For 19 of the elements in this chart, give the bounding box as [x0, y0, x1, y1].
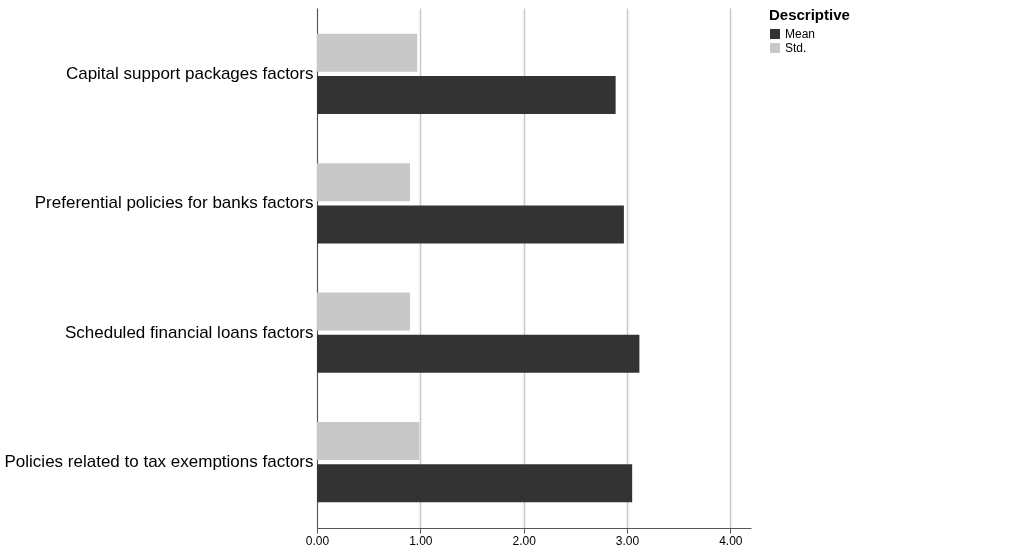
- x-tick-label: 2.00: [512, 533, 537, 548]
- x-tick-label: 3.00: [615, 533, 640, 548]
- bar: [317, 33, 418, 72]
- bar: [317, 334, 640, 373]
- x-tick-label: 0.00: [305, 533, 330, 548]
- legend-label: Mean: [785, 27, 816, 41]
- bar: [317, 163, 410, 202]
- y-tick-label: Preferential policies for banks factors: [34, 193, 314, 213]
- y-tick-label: Policies related to tax exemptions factors: [4, 452, 314, 472]
- bar: [317, 76, 616, 115]
- legend-label: Std.: [785, 41, 807, 55]
- y-tick-label: Capital support packages factors: [65, 63, 314, 83]
- bar: [317, 292, 410, 331]
- y-tick-label: Scheduled financial loans factors: [64, 322, 314, 342]
- legend-title: Descriptive: [769, 6, 850, 23]
- x-tick-label: 1.00: [409, 533, 433, 548]
- bar: [317, 464, 633, 503]
- bar: [317, 205, 624, 244]
- x-tick-label: 4.00: [719, 533, 743, 548]
